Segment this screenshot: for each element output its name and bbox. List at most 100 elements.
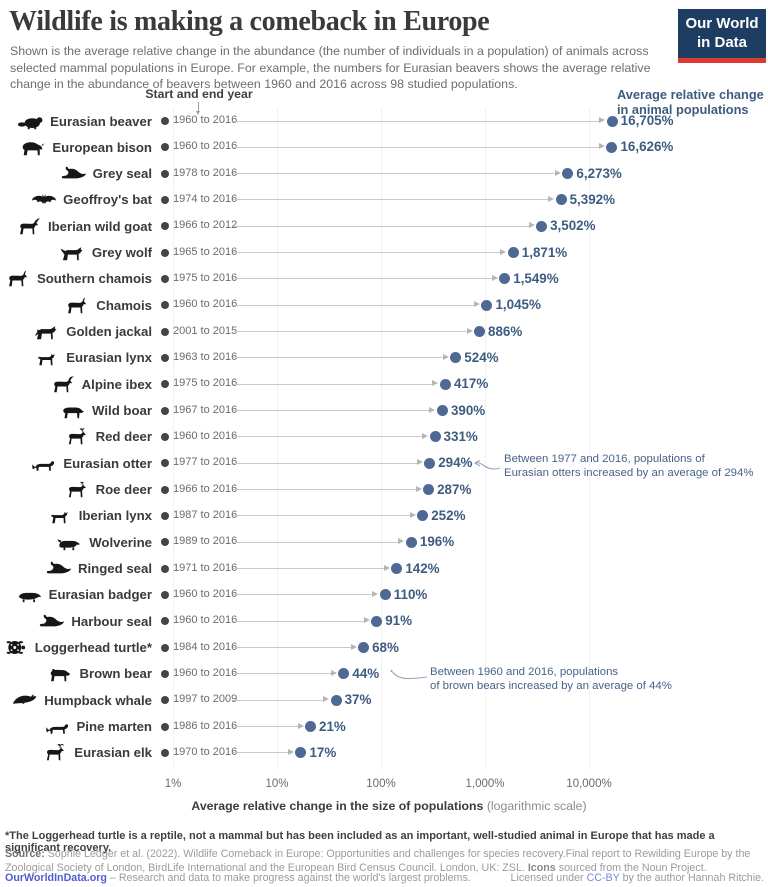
animal-name: Grey seal <box>92 166 152 182</box>
start-year-dot <box>161 353 169 362</box>
arrowhead-icon <box>473 301 480 308</box>
animal-name: Pine marten <box>76 719 153 735</box>
arrowhead-icon <box>599 117 606 123</box>
start-year-dot <box>161 617 169 626</box>
connector-line <box>233 252 501 254</box>
value-label: 1,871% <box>521 244 568 260</box>
connector-line <box>233 225 529 227</box>
arrowhead-icon <box>297 722 304 729</box>
chart-row: Harbour seal 1960 to 2016 91% <box>0 608 768 635</box>
value-label: 196% <box>419 534 455 550</box>
start-end-year-label: 1975 to 2016 <box>173 377 238 390</box>
start-end-year-label: 1970 to 2016 <box>173 745 238 758</box>
arrowhead-icon <box>330 669 337 676</box>
animal-name: Wild boar <box>92 403 152 419</box>
x-axis-title-main: Average relative change in the size of p… <box>191 799 484 813</box>
start-year-dot <box>161 485 169 494</box>
owid-logo-line1: Our World <box>685 15 759 32</box>
x-tick-label: 10% <box>265 778 289 790</box>
animal-name: Loggerhead turtle* <box>34 640 152 656</box>
arrow-down-icon <box>196 111 200 115</box>
start-end-year-label: 1960 to 2016 <box>173 114 238 126</box>
value-dot <box>424 457 436 469</box>
start-end-year-label: 1967 to 2016 <box>173 403 238 416</box>
turtle-icon <box>3 639 29 656</box>
chart-row: Wolverine 1989 to 2016 196% <box>0 529 768 556</box>
start-year-dot <box>161 274 169 283</box>
connector-line <box>233 620 364 622</box>
annotation-line: Between 1977 and 2016, populations of <box>504 453 705 465</box>
connector-line <box>233 436 423 438</box>
x-tick-label: 10,000% <box>566 778 612 790</box>
goat-icon <box>16 218 42 235</box>
chart-row: Eurasian otter 1977 to 2016 294% <box>0 450 768 477</box>
row-label: Eurasian badger <box>17 581 152 608</box>
value-label: 68% <box>372 639 399 655</box>
chart-row: Geoffroy's bat 1974 to 2016 5,392% <box>0 186 768 213</box>
chart-row: Wild boar 1967 to 2016 390% <box>0 397 768 424</box>
chart-row: Roe deer 1966 to 2016 287% <box>0 476 768 503</box>
row-label: Eurasian beaver <box>18 108 152 135</box>
chart-row: Ringed seal 1971 to 2016 142% <box>0 555 768 582</box>
connector-line <box>233 462 417 464</box>
animal-name: Eurasian badger <box>48 587 152 603</box>
start-end-year-label: 1960 to 2016 <box>173 614 238 627</box>
value-label: 287% <box>437 481 472 497</box>
chamois-icon <box>5 270 31 287</box>
start-year-dot <box>161 327 169 336</box>
start-year-dot <box>161 511 169 520</box>
gridline <box>484 108 486 770</box>
jackal-icon <box>34 323 60 340</box>
arrowhead-icon <box>398 538 405 545</box>
ccby-license-link[interactable]: CC-BY <box>586 872 620 884</box>
value-dot <box>371 615 383 627</box>
connector-line <box>233 173 555 175</box>
bear-note: Between 1960 and 2016, populations of bro… <box>430 666 672 694</box>
value-dot <box>507 247 519 259</box>
animal-name: Eurasian beaver <box>50 113 152 129</box>
animal-name: Golden jackal <box>66 324 152 340</box>
arrowhead-icon <box>554 169 561 176</box>
arrowhead-icon <box>500 248 507 255</box>
value-dot <box>439 378 451 390</box>
value-label: 3,502% <box>550 218 596 234</box>
connector-line <box>233 410 430 412</box>
icons-credit-label: Icons <box>527 862 556 875</box>
connector-line <box>233 673 331 675</box>
animal-name: Roe deer <box>95 482 152 498</box>
owid-site-link[interactable]: OurWorldInData.org <box>5 872 107 884</box>
row-label: Red deer <box>64 423 152 450</box>
value-dot <box>391 563 403 575</box>
start-year-dot <box>161 564 169 573</box>
chart-row: Eurasian beaver 1960 to 2016 16,705% <box>0 108 768 135</box>
start-end-year-label: 1971 to 2016 <box>173 561 238 574</box>
connector-line <box>233 146 599 148</box>
chart-row: Iberian wild goat 1966 to 2012 3,502% <box>0 213 768 240</box>
start-end-year-pointer <box>198 102 199 111</box>
x-tick-label: 1% <box>164 778 182 790</box>
row-label: Pine marten <box>45 713 153 740</box>
row-label: Ringed seal <box>46 555 152 582</box>
start-year-dot <box>161 222 169 231</box>
value-dot <box>305 721 316 733</box>
animal-name: Iberian lynx <box>78 508 152 524</box>
arrowhead-icon <box>429 406 436 413</box>
value-label: 16,626% <box>620 139 674 155</box>
row-label: Alpine ibex <box>50 371 152 398</box>
value-label: 1,549% <box>513 270 559 286</box>
connector-line <box>233 752 288 754</box>
wolf-icon <box>60 244 86 261</box>
arrowhead-icon <box>409 511 416 518</box>
value-dot <box>379 589 391 601</box>
marten-icon <box>45 718 71 735</box>
value-dot <box>429 431 441 443</box>
value-label: 252% <box>431 507 466 523</box>
start-end-year-label: 1966 to 2012 <box>173 219 238 232</box>
footer-tagline: – Research and data to make progress aga… <box>106 872 471 884</box>
arrowhead-icon <box>383 564 390 571</box>
boar-icon <box>60 402 86 419</box>
value-label: 1,045% <box>495 297 541 313</box>
connector-line <box>233 331 467 333</box>
row-label: Grey wolf <box>60 239 152 266</box>
value-label: 331% <box>443 428 478 444</box>
